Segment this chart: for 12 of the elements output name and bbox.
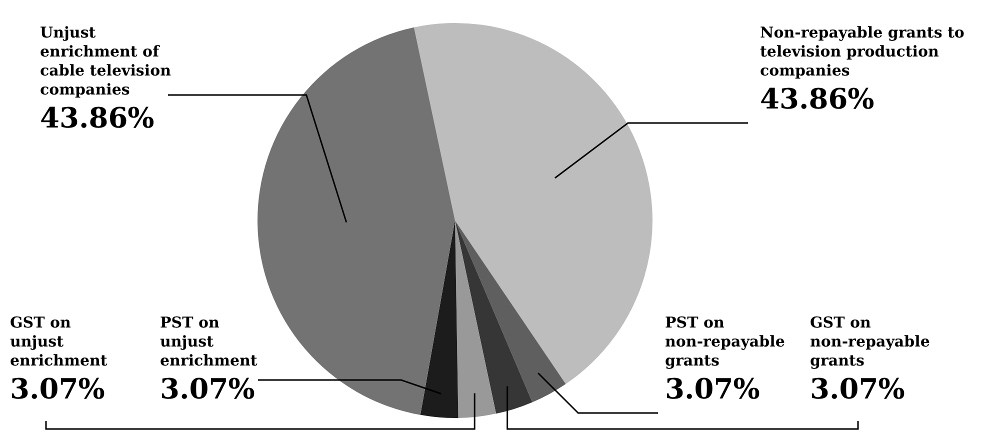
data-label: 3.07% <box>160 372 255 406</box>
slice-label: GST on unjust enrichment <box>10 313 108 370</box>
data-label: 43.86% <box>760 82 874 116</box>
slice-label: GST on non-repayable grants <box>810 313 930 370</box>
slice-label: PST on unjust enrichment <box>160 313 258 370</box>
data-label: 3.07% <box>810 372 905 406</box>
data-label: 3.07% <box>10 372 105 406</box>
slice-label: Unjust enrichment of cable television companies <box>40 23 172 98</box>
data-label: 43.86% <box>40 101 154 134</box>
data-label: 3.07% <box>665 372 760 406</box>
slice-label: Non-repayable grants to television production companies <box>760 23 964 80</box>
slice-label: PST on non-repayable grants <box>665 313 785 370</box>
